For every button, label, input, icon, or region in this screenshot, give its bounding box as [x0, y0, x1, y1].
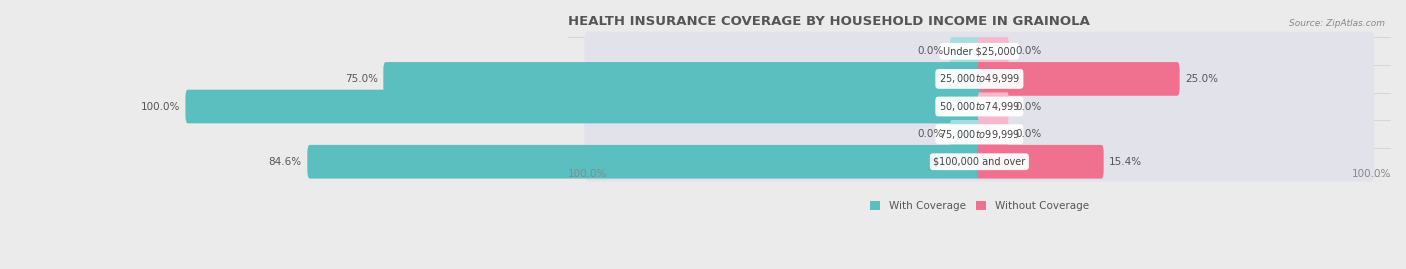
Text: Under $25,000: Under $25,000 [943, 46, 1015, 56]
FancyBboxPatch shape [585, 87, 1375, 126]
Text: 0.0%: 0.0% [1015, 101, 1042, 112]
Text: $50,000 to $74,999: $50,000 to $74,999 [939, 100, 1019, 113]
Text: 25.0%: 25.0% [1185, 74, 1218, 84]
FancyBboxPatch shape [186, 90, 981, 123]
FancyBboxPatch shape [585, 142, 1375, 181]
FancyBboxPatch shape [977, 120, 1008, 148]
Text: Source: ZipAtlas.com: Source: ZipAtlas.com [1289, 19, 1385, 28]
FancyBboxPatch shape [585, 59, 1375, 98]
FancyBboxPatch shape [977, 37, 1008, 65]
Text: 84.6%: 84.6% [269, 157, 302, 167]
FancyBboxPatch shape [977, 62, 1180, 96]
FancyBboxPatch shape [977, 145, 1104, 179]
Text: 75.0%: 75.0% [344, 74, 378, 84]
FancyBboxPatch shape [977, 93, 1008, 121]
FancyBboxPatch shape [308, 145, 981, 179]
Text: 15.4%: 15.4% [1109, 157, 1142, 167]
Text: 100.0%: 100.0% [1351, 169, 1391, 179]
FancyBboxPatch shape [585, 32, 1375, 71]
FancyBboxPatch shape [384, 62, 981, 96]
FancyBboxPatch shape [950, 37, 981, 65]
Text: 0.0%: 0.0% [918, 129, 943, 139]
Text: 0.0%: 0.0% [1015, 46, 1042, 56]
FancyBboxPatch shape [585, 115, 1375, 154]
Text: $100,000 and over: $100,000 and over [934, 157, 1025, 167]
Text: $75,000 to $99,999: $75,000 to $99,999 [939, 128, 1019, 141]
FancyBboxPatch shape [950, 120, 981, 148]
Text: 100.0%: 100.0% [568, 169, 607, 179]
Text: 100.0%: 100.0% [141, 101, 180, 112]
Text: HEALTH INSURANCE COVERAGE BY HOUSEHOLD INCOME IN GRAINOLA: HEALTH INSURANCE COVERAGE BY HOUSEHOLD I… [568, 15, 1090, 28]
Text: $25,000 to $49,999: $25,000 to $49,999 [939, 72, 1019, 85]
Text: 0.0%: 0.0% [1015, 129, 1042, 139]
Legend: With Coverage, Without Coverage: With Coverage, Without Coverage [866, 197, 1092, 215]
Text: 0.0%: 0.0% [918, 46, 943, 56]
